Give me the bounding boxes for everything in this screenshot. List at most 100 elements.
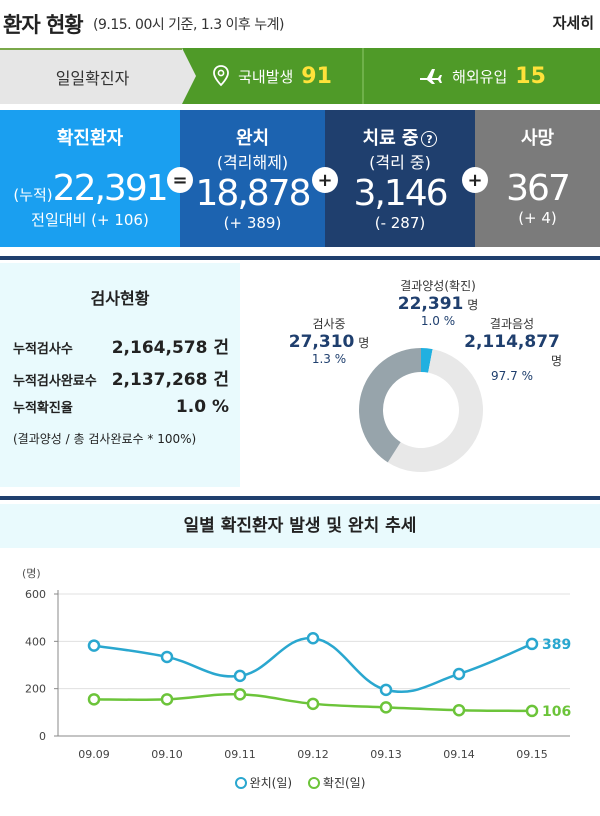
data-point	[306, 632, 320, 645]
confirmed-delta: 전일대비 (+ 106)	[31, 211, 149, 229]
equals-icon: =	[167, 167, 193, 193]
location-pin-icon	[213, 65, 229, 87]
released-delta: (+ 389)	[223, 214, 282, 232]
pie-label-pct: 97.7 %	[491, 369, 533, 383]
test-row: 누적확진율 1.0 %	[13, 397, 229, 421]
x-tick-label: 09.14	[443, 748, 475, 761]
end-value-label: 106	[542, 704, 571, 720]
daily-label: 일일확진자	[0, 48, 185, 104]
test-row-value: 2,137,268 건	[111, 370, 229, 390]
overseas-label: 해외유입	[452, 67, 508, 86]
test-row-label: 누적검사완료수	[13, 374, 97, 389]
treating-title: 치료 중	[362, 128, 419, 149]
confirmed-box: 확진환자 (누적)22,391 전일대비 (+ 106)	[0, 110, 180, 247]
plus-icon: +	[462, 167, 488, 193]
divider-arrow	[182, 48, 196, 104]
test-row-label: 누적검사수	[13, 342, 73, 357]
confirmed-prefix: (누적)	[13, 186, 53, 204]
x-tick-label: 09.12	[297, 748, 329, 761]
test-row-label: 누적확진율	[13, 401, 73, 416]
released-value: 18,878	[195, 173, 312, 214]
test-result-pie: 결과양성(확진) 22,391 명 1.0 % 검사중 27,310 명 1.3…	[240, 263, 600, 487]
released-box: 완치 (격리해제) 18,878 (+ 389)	[180, 110, 325, 247]
y-tick-label: 400	[25, 635, 46, 648]
pie-label-pct: 1.3 %	[311, 352, 347, 366]
data-point	[87, 639, 101, 652]
test-row-value: 1.0 %	[175, 397, 229, 417]
pie-label-testing: 검사중 27,310 명 1.3 %	[284, 315, 374, 366]
page-title: 환자 현황	[3, 13, 84, 37]
chart-legend: 완치(일) 확진(일)	[0, 774, 600, 792]
pie-chart	[358, 348, 483, 472]
section-divider	[0, 256, 600, 260]
pie-label-negative: 결과음성 2,114,877 명 97.7 %	[462, 315, 562, 383]
data-point	[525, 637, 539, 651]
section-divider	[0, 496, 600, 500]
treating-value: 3,146	[353, 173, 448, 214]
test-row-value: 2,164,578 건	[111, 338, 229, 358]
legend-item-released[interactable]: 완치(일)	[234, 774, 293, 791]
x-tick-label: 09.11	[224, 748, 256, 761]
plus-icon: +	[312, 167, 338, 193]
x-tick-label: 09.10	[151, 748, 183, 761]
test-row: 누적검사완료수 2,137,268 건	[13, 365, 229, 390]
overseas-cases: 해외유입 15	[362, 48, 600, 104]
y-tick-label: 0	[39, 730, 46, 743]
y-axis-unit: (명)	[22, 567, 41, 580]
y-tick-label: 200	[25, 683, 46, 696]
data-point	[379, 701, 393, 714]
help-icon[interactable]: ?	[421, 131, 438, 147]
domestic-value: 91	[301, 63, 332, 89]
pie-slice-negative	[387, 349, 483, 472]
pie-label-text: 결과음성	[489, 317, 535, 331]
line-chart: (명) 0 200 400 600 09.09 09.10 09.11 09.12 09.13 09…	[22, 567, 571, 761]
pie-slice-testing	[358, 348, 421, 463]
pie-label-value: 27,310	[288, 332, 355, 352]
data-point	[452, 703, 466, 717]
chart-title: 일별 확진환자 발생 및 완치 추세	[0, 504, 600, 548]
patient-stats: 확진환자 (누적)22,391 전일대비 (+ 106) 완치 (격리해제) 1…	[0, 110, 600, 247]
deceased-delta: (+ 4)	[518, 209, 557, 227]
pie-label-value: 22,391	[397, 294, 464, 314]
deceased-box: 사망 367 (+ 4)	[475, 110, 600, 247]
legend-marker-icon	[307, 776, 320, 789]
legend-item-confirmed[interactable]: 확진(일)	[307, 774, 366, 791]
y-tick-label: 600	[25, 588, 46, 601]
more-link[interactable]: 자세히	[552, 14, 594, 32]
legend-marker-icon	[234, 776, 247, 789]
data-point	[525, 704, 539, 718]
treating-subtitle: (격리 중)	[369, 153, 431, 172]
legend-label: 확진(일)	[322, 776, 366, 790]
x-tick-label: 09.13	[370, 748, 402, 761]
released-title: 완치	[235, 128, 270, 149]
confirmed-title: 확진환자	[56, 128, 124, 149]
header: 환자 현황 (9.15. 00시 기준, 1.3 이후 누계) 자세히	[0, 0, 600, 46]
overseas-value: 15	[515, 63, 546, 89]
series-line	[93, 636, 533, 694]
data-point	[306, 697, 320, 711]
data-point	[452, 667, 466, 681]
test-status-title: 검사현황	[90, 289, 150, 308]
pie-slice-positive	[421, 348, 433, 373]
domestic-label: 국내발생	[238, 67, 294, 86]
pie-label-positive: 결과양성(확진) 22,391 명 1.0 %	[378, 277, 498, 328]
pie-label-text: 검사중	[312, 317, 346, 331]
pie-label-value: 2,114,877	[464, 332, 560, 352]
pie-label-pct: 1.0 %	[420, 314, 456, 328]
data-point	[233, 688, 247, 701]
x-tick-label: 09.09	[78, 748, 110, 761]
released-subtitle: (격리해제)	[216, 153, 289, 172]
deceased-value: 367	[506, 168, 571, 209]
pie-label-text: 결과양성(확진)	[400, 279, 476, 293]
domestic-cases: 국내발생 91	[182, 48, 362, 104]
pie-label-unit: 명	[550, 354, 562, 368]
confirmed-value: 22,391	[52, 168, 169, 209]
page-subtitle: (9.15. 00시 기준, 1.3 이후 누계)	[93, 17, 285, 33]
data-point	[379, 683, 393, 697]
legend-label: 완치(일)	[249, 776, 293, 790]
test-row: 누적검사수 2,164,578 건	[13, 333, 229, 358]
test-note: (결과양성 / 총 검사완료수 * 100%)	[13, 432, 197, 446]
airplane-icon	[420, 69, 443, 84]
pie-label-unit: 명	[467, 298, 479, 312]
trend-chart: (명) 0 200 400 600 09.09 09.10 09.11 09.12 09.13 09…	[0, 552, 600, 816]
